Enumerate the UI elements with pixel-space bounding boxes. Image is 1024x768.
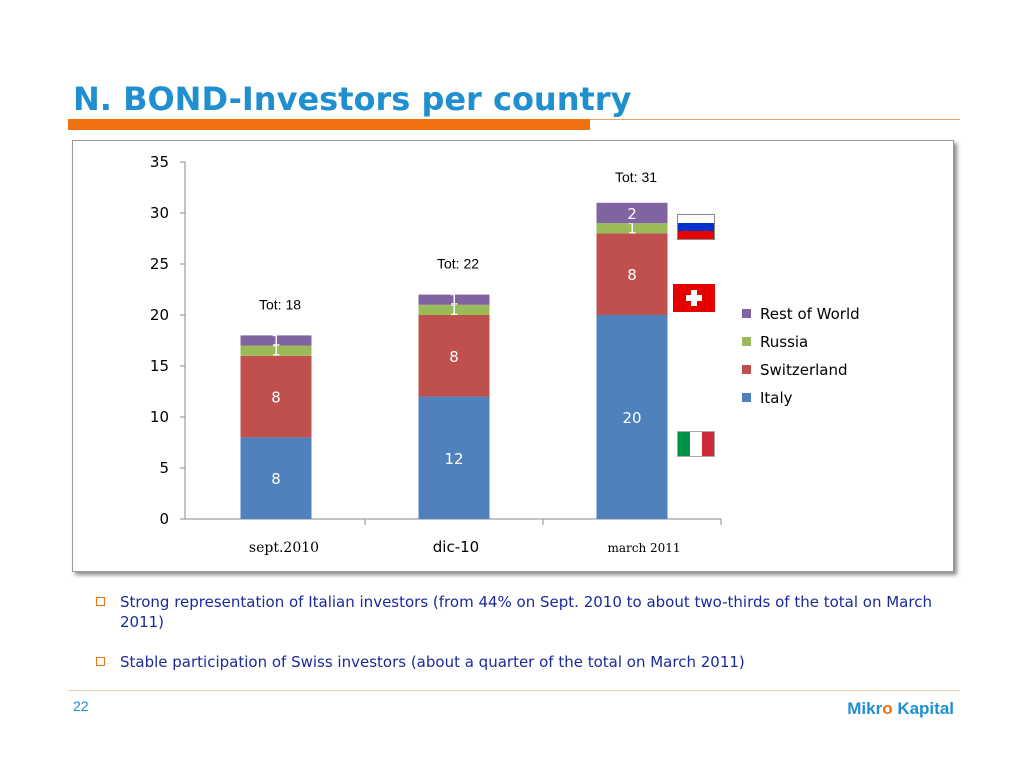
data-label: 1 bbox=[627, 219, 637, 237]
logo-text-part1: Mikr bbox=[847, 699, 883, 718]
legend-label: Russia bbox=[760, 333, 808, 351]
footer-divider bbox=[68, 690, 960, 691]
legend-label: Switzerland bbox=[760, 361, 848, 379]
switzerland-flag bbox=[673, 284, 715, 312]
legend-swatch bbox=[742, 337, 751, 346]
legend-swatch bbox=[742, 393, 751, 402]
data-label: 2 bbox=[627, 205, 637, 223]
y-tick-label: 20 bbox=[150, 306, 169, 324]
bullet-item: Strong representation of Italian investo… bbox=[96, 592, 946, 632]
bar-segment-switzerland bbox=[240, 355, 312, 438]
data-label: 8 bbox=[271, 389, 281, 407]
legend-swatch bbox=[742, 365, 751, 374]
bar-segment-russia bbox=[418, 304, 490, 315]
italy-flag bbox=[677, 431, 715, 457]
russia-flag bbox=[677, 214, 715, 240]
y-tick-label: 35 bbox=[150, 153, 169, 171]
data-label: 1 bbox=[271, 332, 281, 350]
data-label: 8 bbox=[449, 348, 459, 366]
data-label: 1 bbox=[449, 301, 459, 319]
bar-segment-rest-of-world bbox=[418, 294, 490, 305]
square-bullet-icon bbox=[96, 657, 105, 666]
x-category-label: march 2011 bbox=[607, 541, 680, 555]
bar-segment-rest-of-world bbox=[596, 202, 668, 224]
data-label: 8 bbox=[271, 470, 281, 488]
total-label: Tot: 22 bbox=[437, 256, 479, 272]
legend-label: Rest of World bbox=[760, 305, 860, 323]
x-category-label: sept.2010 bbox=[249, 540, 319, 556]
legend-label: Italy bbox=[760, 389, 793, 407]
total-label: Tot: 31 bbox=[615, 169, 657, 185]
bullet-text: Stable participation of Swiss investors … bbox=[120, 653, 745, 671]
bullet-item: Stable participation of Swiss investors … bbox=[96, 652, 946, 672]
y-tick-label: 30 bbox=[150, 204, 169, 222]
bar-segment-italy bbox=[418, 396, 490, 519]
bullet-list: Strong representation of Italian investo… bbox=[96, 592, 946, 672]
bar-segment-russia bbox=[596, 223, 668, 234]
data-label: 20 bbox=[622, 409, 641, 427]
square-bullet-icon bbox=[96, 597, 105, 606]
bar-segment-switzerland bbox=[596, 233, 668, 315]
title-accent-bar bbox=[68, 119, 590, 130]
y-tick-label: 25 bbox=[150, 255, 169, 273]
bar-segment-russia bbox=[240, 345, 312, 356]
logo-text-part2: o bbox=[882, 699, 893, 718]
bar-segment-italy bbox=[240, 437, 312, 519]
y-tick-label: 0 bbox=[159, 510, 169, 528]
bar-segment-italy bbox=[596, 315, 668, 519]
data-label: 12 bbox=[444, 450, 463, 468]
bar-segment-switzerland bbox=[418, 315, 490, 397]
x-category-label: dic-10 bbox=[433, 538, 479, 556]
data-label: 1 bbox=[449, 291, 459, 309]
chart-panel: 0 5 10 15 20 25 30 35 8 8 1 1 Tot: 18 sept.2010 12 8 1 1 T… bbox=[72, 140, 954, 572]
legend-swatch bbox=[742, 309, 751, 318]
company-logo: Mikro Kapital bbox=[847, 699, 954, 719]
page-number: 22 bbox=[73, 698, 89, 714]
bullet-text: Strong representation of Italian investo… bbox=[120, 593, 932, 631]
data-label: 8 bbox=[627, 266, 637, 284]
bar-segment-rest-of-world bbox=[240, 335, 312, 346]
y-tick-label: 10 bbox=[150, 408, 169, 426]
y-tick-label: 15 bbox=[150, 357, 169, 375]
y-tick-label: 5 bbox=[159, 459, 169, 477]
total-label: Tot: 18 bbox=[259, 296, 301, 312]
logo-text-part3: Kapital bbox=[892, 699, 954, 718]
slide-title: N. BOND-Investors per country bbox=[73, 80, 632, 118]
data-label: 1 bbox=[271, 342, 281, 360]
